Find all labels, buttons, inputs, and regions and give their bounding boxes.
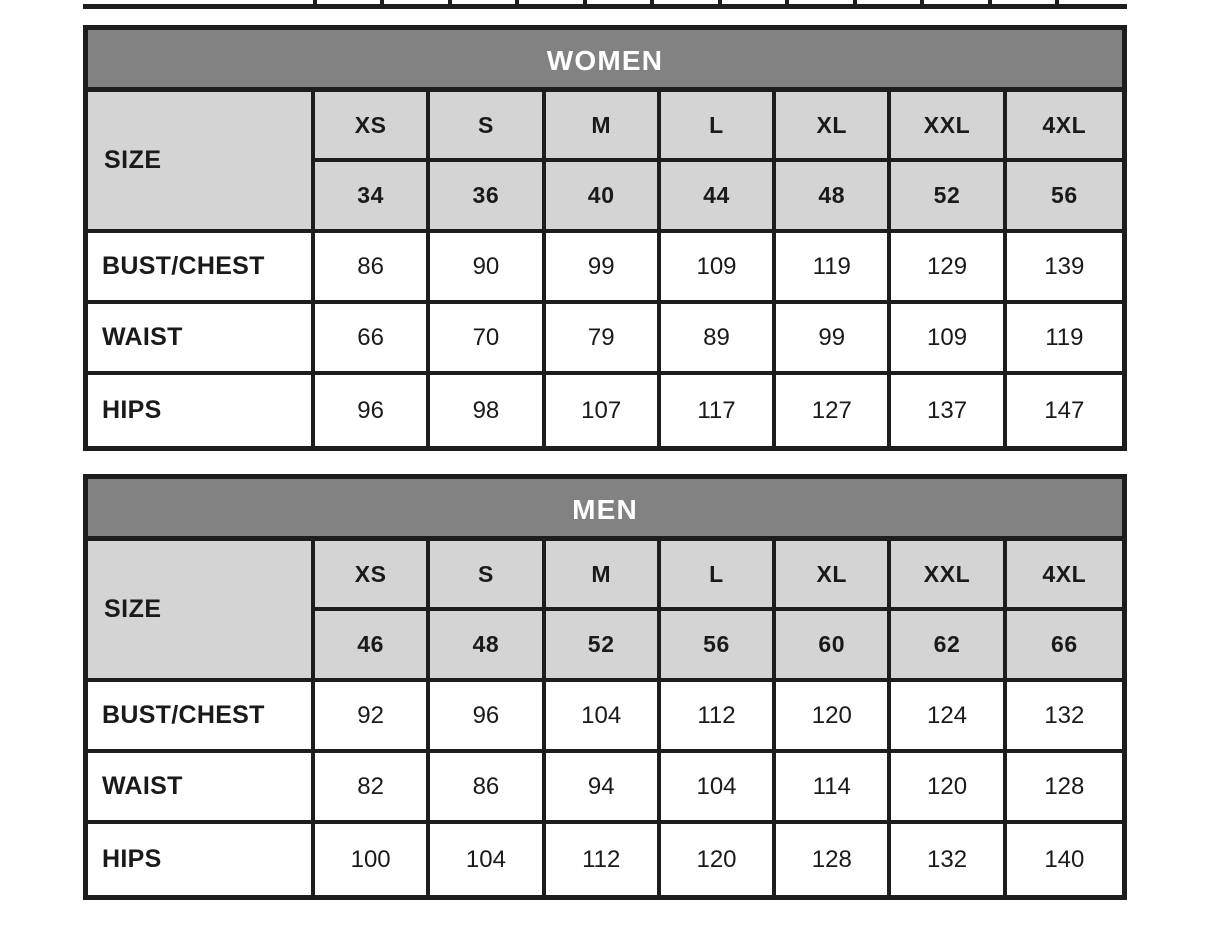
table-cell: 128 (1006, 753, 1122, 824)
table-cell: 99 (776, 304, 892, 375)
truncated-table-column (452, 0, 520, 4)
table-cell: 114 (776, 753, 892, 824)
men-letter-size-xxl: XXL (891, 541, 1007, 611)
truncated-table-column (1059, 0, 1126, 4)
men-letter-size-m: M (545, 541, 661, 611)
table-cell: 104 (660, 753, 777, 824)
truncated-table-column (992, 0, 1060, 4)
table-cell: 109 (660, 233, 777, 304)
table-cell: 104 (545, 682, 661, 753)
women-letter-size-m: M (545, 92, 661, 162)
women-letter-size-xs: XS (315, 92, 431, 162)
table-cell: 127 (776, 375, 892, 446)
men-section-title: MEN (88, 479, 1122, 541)
men-numeric-size-62: 62 (891, 611, 1007, 682)
table-cell: 109 (891, 304, 1007, 375)
truncated-table-fragment (83, 0, 1127, 9)
women-letter-size-s: S (430, 92, 546, 162)
women-letter-size-xl: XL (776, 92, 892, 162)
men-letter-size-xs: XS (315, 541, 431, 611)
table-cell: 94 (545, 753, 661, 824)
table-cell: 120 (660, 824, 777, 895)
men-row-label-bust-chest: BUST/CHEST (88, 682, 315, 753)
table-cell: 86 (430, 753, 546, 824)
men-row-label-waist: WAIST (88, 753, 315, 824)
table-cell: 120 (776, 682, 892, 753)
table-cell: 139 (1006, 233, 1122, 304)
men-size-label: SIZE (88, 541, 315, 682)
table-cell: 90 (430, 233, 546, 304)
table-cell: 112 (545, 824, 661, 895)
table-cell: 96 (315, 375, 431, 446)
table-cell: 89 (660, 304, 777, 375)
table-cell: 66 (315, 304, 431, 375)
women-numeric-size-56: 56 (1006, 162, 1122, 233)
women-table-grid: SIZE XS S M L XL XXL 4XL 34 36 40 44 48 52 56 BUST/CHES… (88, 92, 1122, 446)
men-numeric-size-52: 52 (545, 611, 661, 682)
table-cell: 100 (315, 824, 431, 895)
men-table-grid: SIZE XS S M L XL XXL 4XL 46 48 52 56 60 62 66 BUST/CHES… (88, 541, 1122, 895)
table-cell: 124 (891, 682, 1007, 753)
truncated-table-column (789, 0, 857, 4)
women-numeric-size-40: 40 (545, 162, 661, 233)
women-row-label-waist: WAIST (88, 304, 315, 375)
table-cell: 120 (891, 753, 1007, 824)
table-cell: 104 (430, 824, 546, 895)
women-section-title: WOMEN (88, 30, 1122, 92)
truncated-table-column (83, 0, 317, 4)
table-cell: 129 (891, 233, 1007, 304)
women-numeric-size-34: 34 (315, 162, 431, 233)
table-cell: 107 (545, 375, 661, 446)
truncated-table-column (519, 0, 587, 4)
table-cell: 119 (1006, 304, 1122, 375)
truncated-table-column (722, 0, 790, 4)
table-cell: 98 (430, 375, 546, 446)
table-cell: 128 (776, 824, 892, 895)
table-cell: 147 (1006, 375, 1122, 446)
table-cell: 79 (545, 304, 661, 375)
women-letter-size-l: L (660, 92, 777, 162)
men-letter-size-xl: XL (776, 541, 892, 611)
table-cell: 99 (545, 233, 661, 304)
men-numeric-size-48: 48 (430, 611, 546, 682)
men-numeric-size-46: 46 (315, 611, 431, 682)
table-cell: 132 (1006, 682, 1122, 753)
men-size-table: MEN SIZE XS S M L XL XXL 4XL 46 48 52 56 60 62 66 BUST/… (83, 474, 1127, 900)
men-letter-size-l: L (660, 541, 777, 611)
women-numeric-size-52: 52 (891, 162, 1007, 233)
table-cell: 70 (430, 304, 546, 375)
truncated-table-column (384, 0, 452, 4)
table-cell: 86 (315, 233, 431, 304)
table-cell: 96 (430, 682, 546, 753)
women-letter-size-4xl: 4XL (1006, 92, 1122, 162)
men-numeric-size-60: 60 (776, 611, 892, 682)
women-size-table: WOMEN SIZE XS S M L XL XXL 4XL 34 36 40 44 48 52 56 BUS… (83, 25, 1127, 451)
women-numeric-size-48: 48 (776, 162, 892, 233)
table-cell: 92 (315, 682, 431, 753)
men-numeric-size-56: 56 (660, 611, 777, 682)
truncated-table-column (587, 0, 655, 4)
men-row-label-hips: HIPS (88, 824, 315, 895)
table-cell: 137 (891, 375, 1007, 446)
women-row-label-hips: HIPS (88, 375, 315, 446)
table-cell: 119 (776, 233, 892, 304)
truncated-table-column (924, 0, 992, 4)
women-row-label-bust-chest: BUST/CHEST (88, 233, 315, 304)
men-letter-size-s: S (430, 541, 546, 611)
women-letter-size-xxl: XXL (891, 92, 1007, 162)
men-letter-size-4xl: 4XL (1006, 541, 1122, 611)
women-size-label: SIZE (88, 92, 315, 233)
truncated-table-column (317, 0, 385, 4)
table-cell: 132 (891, 824, 1007, 895)
men-numeric-size-66: 66 (1006, 611, 1122, 682)
table-cell: 140 (1006, 824, 1122, 895)
truncated-table-column (654, 0, 722, 4)
table-cell: 117 (660, 375, 777, 446)
truncated-table-column (857, 0, 925, 4)
table-cell: 82 (315, 753, 431, 824)
women-numeric-size-44: 44 (660, 162, 777, 233)
women-numeric-size-36: 36 (430, 162, 546, 233)
table-cell: 112 (660, 682, 777, 753)
